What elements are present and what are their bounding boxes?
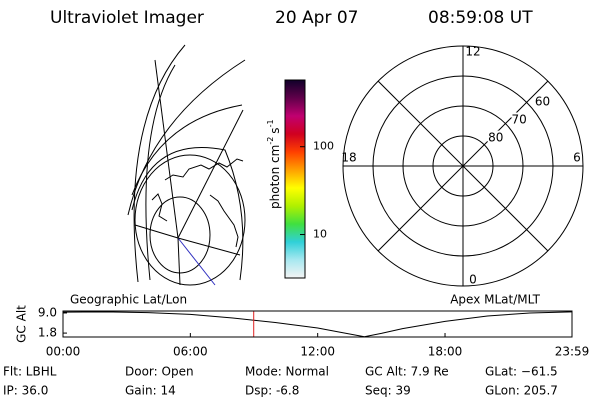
superscript: -1 [266, 119, 275, 127]
mlt-label: 6 [573, 151, 581, 165]
tick-label: 100 [313, 140, 334, 153]
status-field: GLat: −61.5 [485, 365, 558, 379]
meridian [177, 237, 241, 256]
lat-ring [372, 75, 554, 257]
meridian [177, 109, 244, 239]
title: Ultraviolet Imager [50, 8, 204, 28]
mlt-label: 18 [341, 151, 356, 165]
lat-circle [127, 59, 246, 216]
lat-circle [145, 64, 176, 281]
status-field: Flt: LBHL [3, 365, 57, 379]
unit: s [268, 127, 282, 133]
x-tick-label: 23:59 [555, 345, 590, 359]
x-tick-label: 06:00 [173, 345, 208, 359]
mlt-line [377, 80, 549, 252]
status-field: GC Alt: 7.9 Re [365, 365, 449, 379]
lat-circle [134, 154, 246, 286]
panel-label: Geographic Lat/Lon [70, 293, 187, 307]
altitude-line [62, 311, 572, 338]
date: 20 Apr 07 [275, 8, 358, 28]
superscript: -2 [266, 137, 275, 145]
lat-ring [432, 135, 494, 197]
status-field: Mode: Normal [245, 365, 329, 379]
meridian [177, 237, 181, 286]
status-field: Gain: 14 [125, 384, 176, 398]
unit: photon cm [268, 145, 282, 209]
geographic-map [127, 44, 246, 286]
status-field: GLon: 205.7 [485, 384, 558, 398]
meridian [134, 224, 179, 239]
lat-label: 70 [512, 112, 527, 126]
meridian [177, 237, 216, 286]
limb [133, 44, 186, 283]
lat-label: 80 [488, 130, 503, 144]
panel-label: Apex MLat/MLT [450, 293, 540, 307]
meridian [154, 59, 179, 239]
colorbar-label: photon cm-2 s-1 [266, 119, 282, 209]
plot-frame [62, 310, 573, 338]
mlt-label: 0 [469, 273, 477, 287]
y-axis-label: GC Alt [15, 305, 29, 343]
lat-ring [402, 105, 524, 227]
mlt-label: 12 [465, 45, 480, 59]
status-field: Door: Open [125, 365, 194, 379]
lat-circle [149, 196, 211, 274]
lat-label: 60 [535, 94, 550, 108]
status-field: Dsp: -6.8 [245, 384, 299, 398]
time: 08:59:08 UT [428, 8, 533, 28]
status-field: Seq: 39 [365, 384, 411, 398]
x-tick-label: 18:00 [428, 345, 463, 359]
status-field: IP: 36.0 [3, 384, 48, 398]
x-tick-label: 12:00 [300, 345, 335, 359]
coastline [151, 158, 244, 248]
lat-label: 60 [535, 94, 550, 108]
x-tick-label: 00:00 [46, 345, 81, 359]
y-tick-label: 9.0 [38, 305, 57, 319]
tick-label: 10 [313, 228, 327, 241]
lat-circle [131, 104, 243, 196]
y-tick-label: 1.8 [38, 326, 57, 340]
colorbar [284, 79, 306, 279]
lat-label: 80 [488, 130, 503, 144]
lat-label: 70 [512, 112, 527, 126]
